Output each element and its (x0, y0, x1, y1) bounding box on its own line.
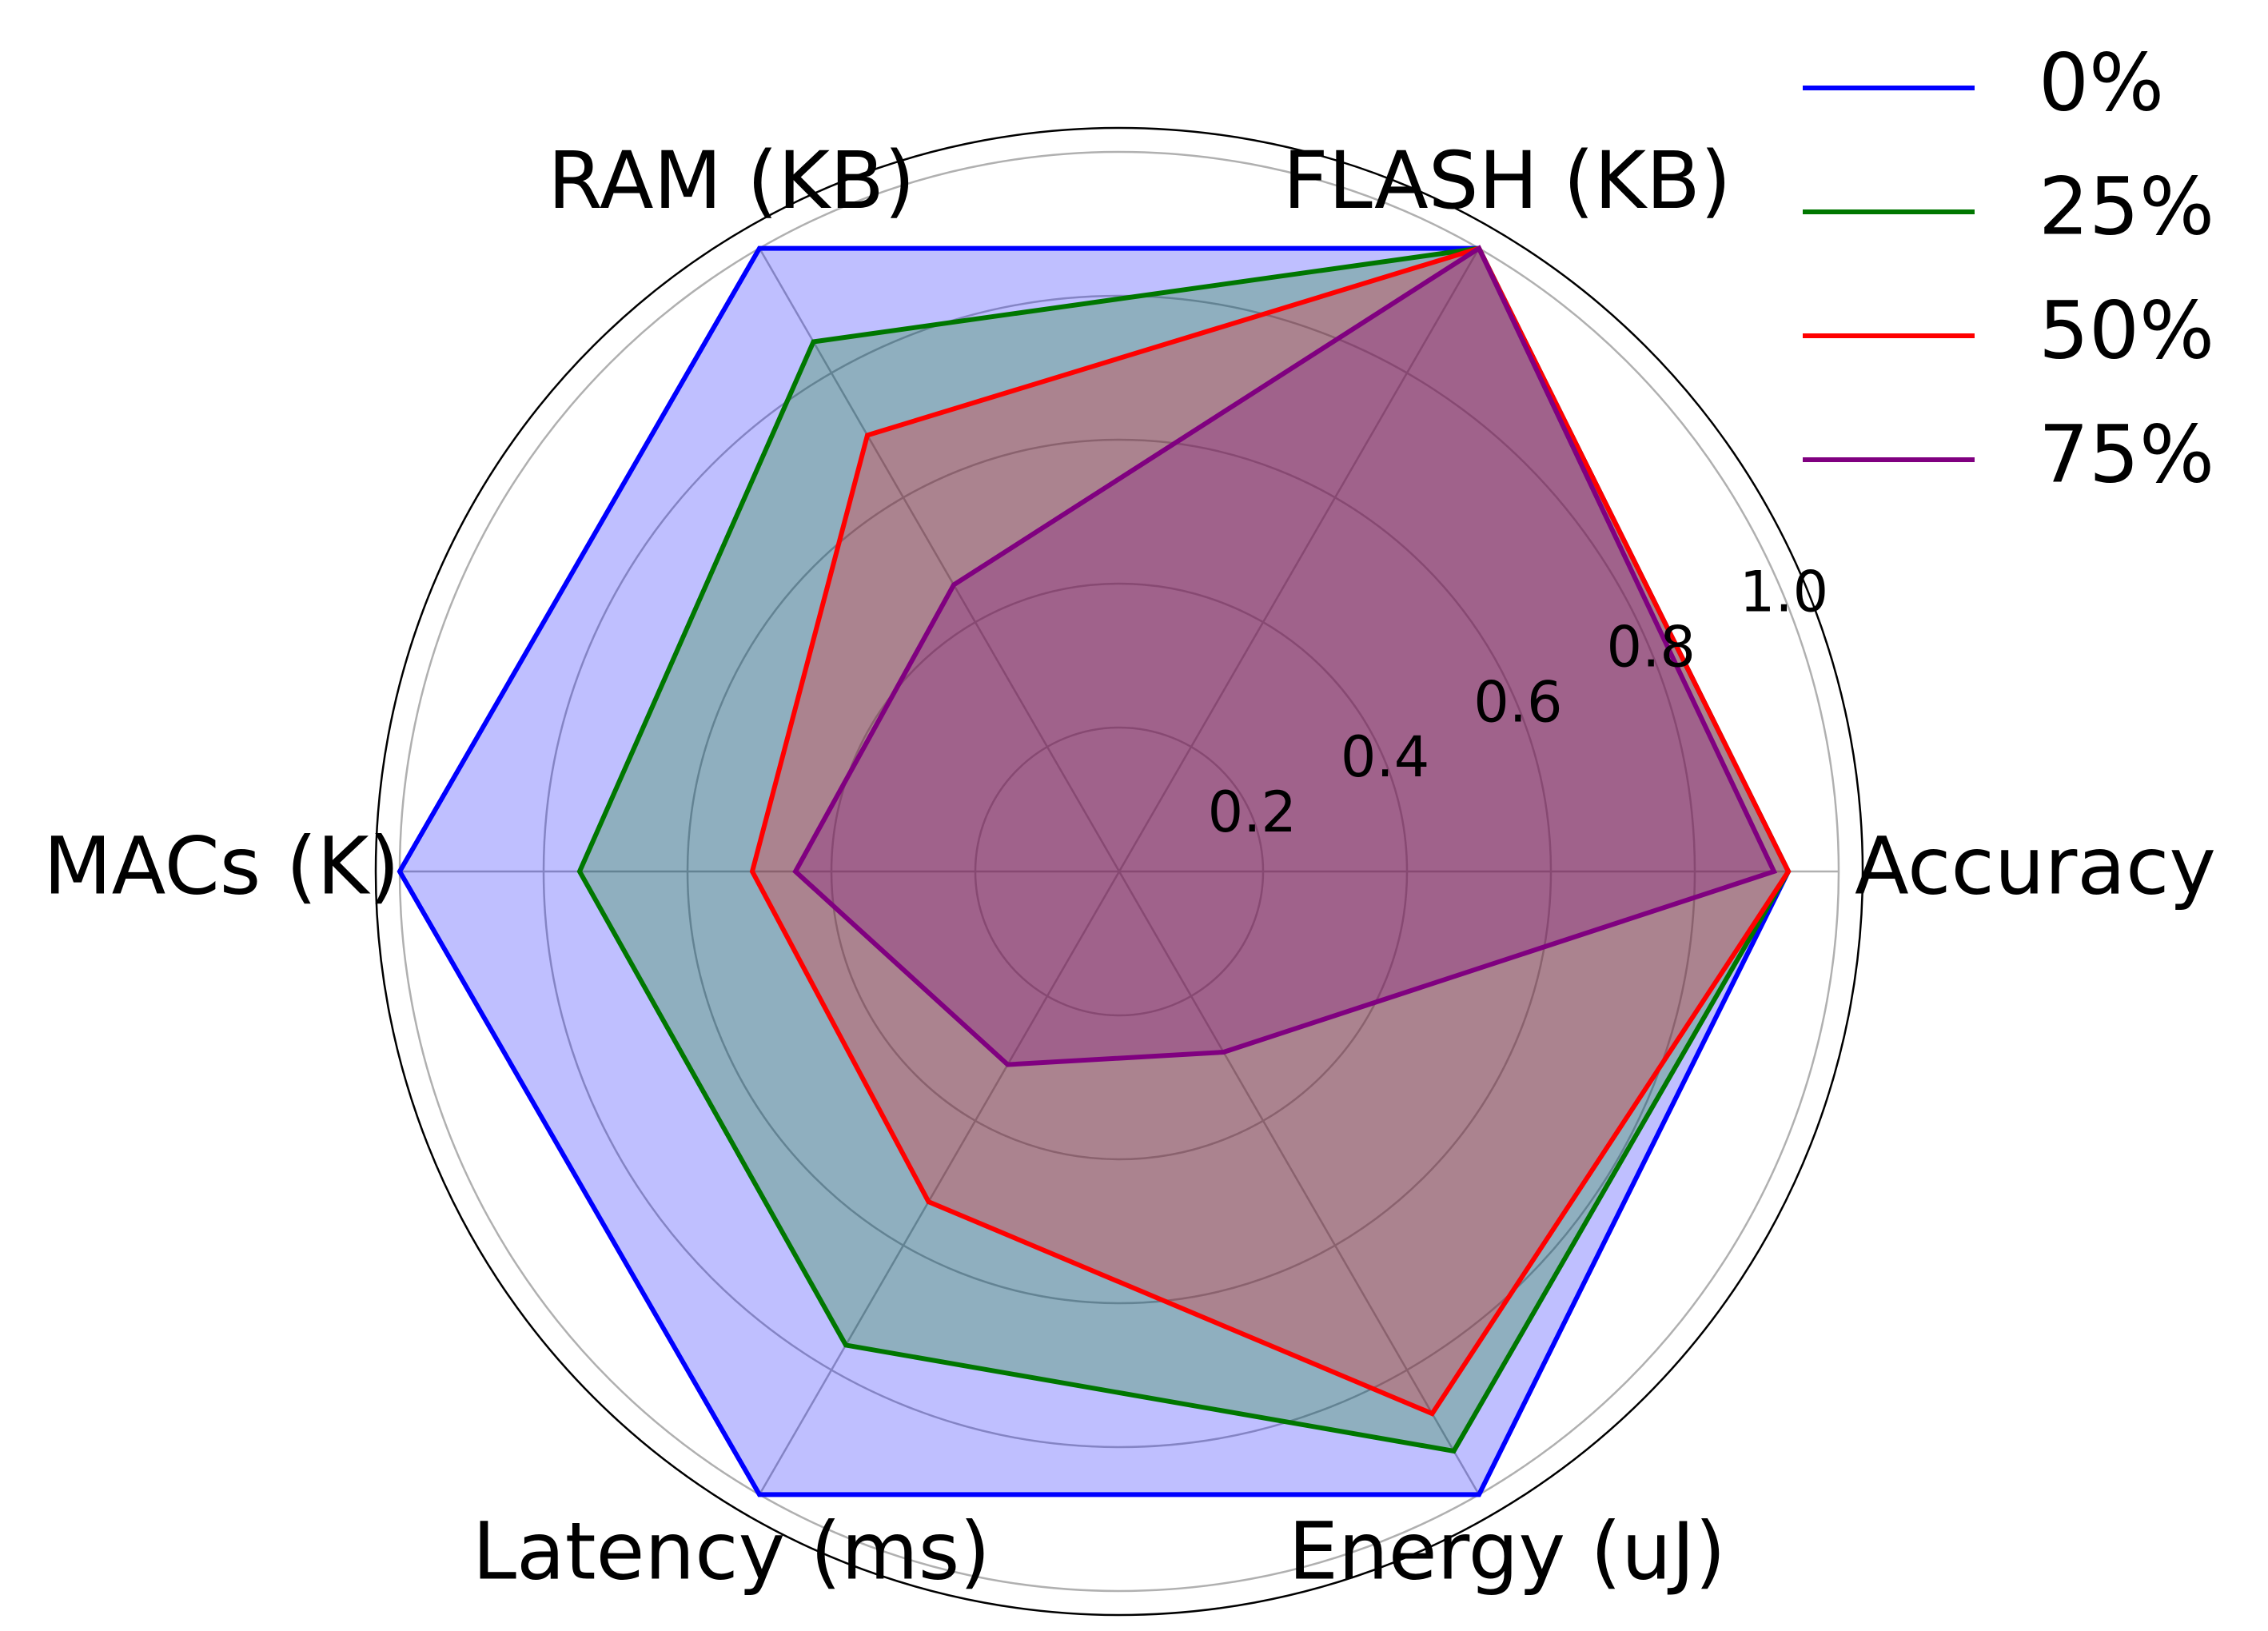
tick-label-0.2: 0.2 (1208, 780, 1297, 845)
series-fill-2 (580, 248, 1788, 1451)
outer-frame (374, 126, 1864, 1617)
series-line-4 (792, 245, 1778, 1067)
axis-label-5: Latency (ms) (472, 1506, 991, 1598)
series-group (397, 245, 1792, 1497)
spoke-5 (758, 871, 1121, 1496)
series-fill-1 (400, 248, 1788, 1495)
tick-label-0.8: 0.8 (1607, 615, 1696, 680)
legend-label-1: 0% (2039, 37, 2164, 129)
tick-label-0.4: 0.4 (1341, 724, 1429, 790)
axis-label-1: Accuracy (1855, 820, 2216, 912)
tick-label-0.6: 0.6 (1473, 669, 1562, 735)
axis-label-3: RAM (KB) (548, 135, 915, 227)
spoke-2 (1118, 247, 1481, 872)
spoke-6 (1118, 871, 1481, 1496)
legend-label-2: 25% (2039, 161, 2214, 253)
spoke-3 (758, 247, 1121, 872)
series-fill-4 (795, 248, 1774, 1065)
axis-label-2: FLASH (KB) (1283, 135, 1732, 227)
legend-label-4: 75% (2039, 409, 2214, 500)
axis-labels: Accuracy FLASH (KB) RAM (KB) MACs (K) Latenc… (43, 135, 2216, 1598)
legend: 0% 25% 50% 75% (1803, 37, 2214, 500)
tick-label-1.0: 1.0 (1740, 560, 1828, 625)
axis-label-4: MACs (K) (43, 820, 400, 912)
radial-ticks: 0.2 0.4 0.6 0.8 1.0 (1208, 560, 1829, 846)
series-fill-3 (752, 248, 1788, 1414)
axis-label-6: Energy (uJ) (1288, 1506, 1725, 1598)
legend-label-3: 50% (2039, 285, 2214, 377)
